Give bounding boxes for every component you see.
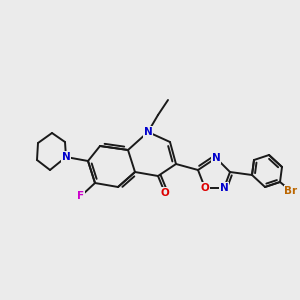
Text: O: O xyxy=(201,183,209,193)
Text: N: N xyxy=(61,152,70,162)
Text: Br: Br xyxy=(284,186,298,196)
Text: N: N xyxy=(220,183,228,193)
Text: N: N xyxy=(144,127,152,137)
Text: F: F xyxy=(77,191,85,201)
Text: O: O xyxy=(160,188,169,198)
Text: N: N xyxy=(212,153,220,163)
